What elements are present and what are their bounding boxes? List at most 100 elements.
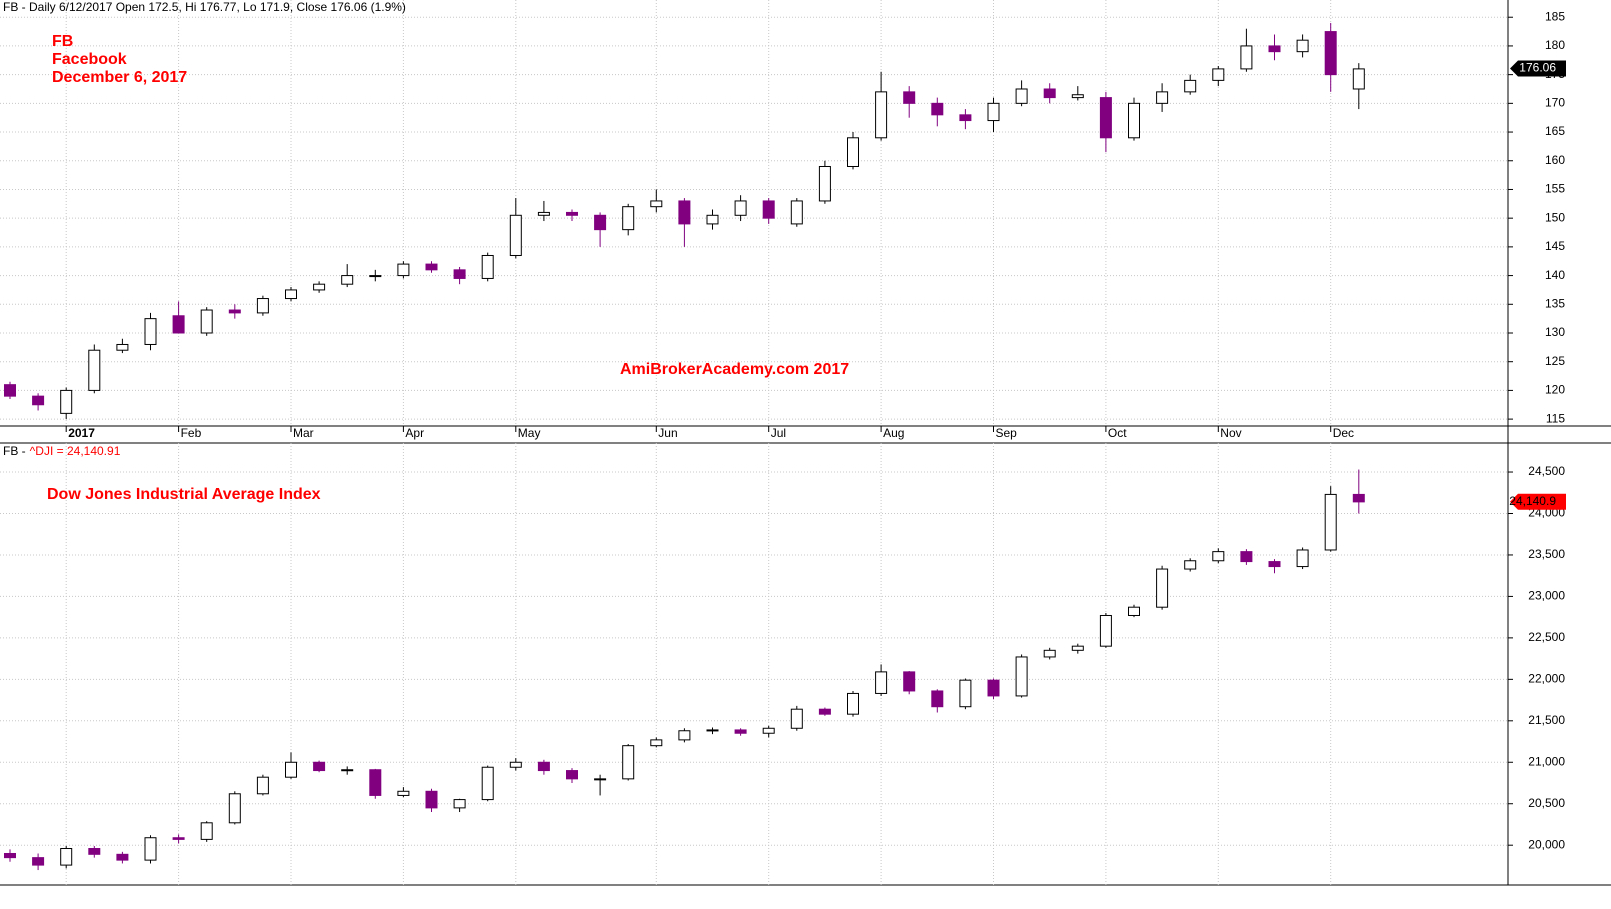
candle-body (200, 309, 213, 334)
candle-body (875, 671, 888, 694)
watermark: AmiBrokerAcademy.com 2017 (620, 361, 849, 378)
annotation: Facebook (52, 51, 127, 68)
candle-body (256, 298, 269, 314)
candle-body (1268, 45, 1281, 53)
candle-body (678, 730, 691, 741)
candle-body (1043, 88, 1056, 99)
candle-body (1212, 551, 1225, 562)
candle-body (931, 690, 944, 708)
candle-body (762, 727, 775, 734)
candle-body (537, 211, 550, 216)
y-tick-label: 20,500 (1528, 796, 1565, 810)
y-tick-label: 20,000 (1528, 837, 1565, 851)
candle-body (537, 761, 550, 772)
y-tick-label: 24,500 (1528, 464, 1565, 478)
candle-body (313, 761, 326, 772)
x-tick-label: Jul (771, 426, 786, 440)
candle-body (1352, 493, 1365, 503)
y-tick-label: 170 (1545, 96, 1565, 110)
candle-body (144, 837, 157, 861)
chart-title: FB - Daily 6/12/2017 Open 172.5, Hi 176.… (3, 0, 406, 14)
x-tick-label: Nov (1220, 426, 1241, 440)
candle-body (734, 200, 747, 216)
candle-body (1296, 549, 1309, 568)
candle-body (1268, 561, 1281, 568)
candle-body (200, 822, 213, 840)
candle-body (622, 745, 635, 780)
x-tick-label: Apr (405, 426, 424, 440)
last-price-label: 176.06 (1519, 61, 1556, 75)
candle-body (706, 214, 719, 225)
candle-body (425, 263, 438, 271)
x-tick-label: Mar (293, 426, 314, 440)
x-tick-label: Oct (1108, 426, 1127, 440)
y-tick-label: 22,000 (1528, 672, 1565, 686)
last-price-marker (1510, 60, 1566, 77)
candle-body (1099, 97, 1112, 139)
y-tick-label: 160 (1545, 153, 1565, 167)
candle-body (1240, 45, 1253, 70)
candle-body (959, 679, 972, 708)
candle-body (622, 206, 635, 231)
y-tick-label: 125 (1545, 354, 1565, 368)
candle-body (116, 853, 129, 861)
candle-body (847, 692, 859, 715)
candle-body (285, 289, 297, 300)
candle-body (875, 91, 888, 139)
candle-body (1184, 560, 1197, 570)
candle-body (987, 679, 1000, 697)
candle-body (1015, 88, 1028, 104)
candle-body (369, 769, 382, 796)
candle-body (1071, 645, 1084, 651)
candle-body (1296, 39, 1309, 53)
y-tick-label: 155 (1545, 182, 1565, 196)
candle-body (678, 200, 691, 225)
candle-body (88, 848, 101, 855)
candle-body (1156, 91, 1169, 104)
candle-body (313, 283, 326, 291)
candle-body (4, 852, 16, 859)
candle-body (60, 389, 73, 414)
candle-body (594, 778, 607, 781)
y-tick-label: 23,500 (1528, 547, 1565, 561)
candle-body (706, 729, 719, 732)
candle-body (32, 395, 45, 406)
candle-body (1352, 68, 1365, 90)
candle-body (1156, 568, 1169, 608)
y-tick-label: 115 (1546, 411, 1565, 425)
candle-body (172, 315, 185, 334)
candle-body (1128, 102, 1140, 139)
y-tick-label: 21,500 (1528, 713, 1565, 727)
candle-body (903, 91, 916, 104)
title-part: FB - (3, 444, 26, 458)
x-tick-label: Aug (883, 426, 904, 440)
candle-body (228, 793, 241, 824)
candle-body (790, 708, 803, 729)
x-tick-label: 2017 (68, 426, 95, 440)
candle-body (228, 309, 241, 314)
candle-body (285, 761, 297, 778)
x-tick-label: Sep (996, 426, 1018, 440)
y-tick-label: 21,000 (1528, 754, 1565, 768)
annotation: December 6, 2017 (52, 69, 187, 86)
candle-body (60, 848, 73, 866)
candle-body (481, 766, 494, 801)
candle-body (481, 254, 494, 279)
candle-body (88, 349, 101, 391)
y-tick-label: 135 (1545, 296, 1565, 310)
last-price-label: 24,140.9 (1509, 494, 1556, 508)
y-tick-label: 180 (1545, 38, 1565, 52)
candle-body (1043, 649, 1056, 658)
candle-body (818, 708, 831, 715)
candle-body (734, 729, 747, 734)
candle-body (397, 263, 410, 277)
y-tick-label: 22,500 (1528, 630, 1565, 644)
y-tick-label: 23,000 (1528, 589, 1565, 603)
candle-body (566, 770, 578, 780)
candle-body (341, 769, 354, 772)
candle-body (931, 102, 944, 116)
candle-body (4, 384, 16, 397)
candle-body (818, 165, 831, 202)
